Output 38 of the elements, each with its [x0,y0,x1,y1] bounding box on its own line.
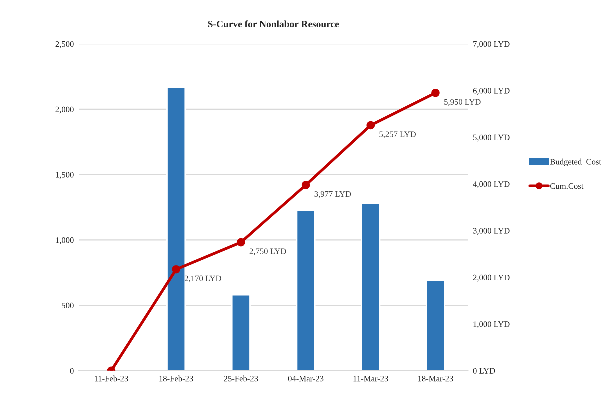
x-tick-label: 18-Feb-23 [160,376,194,382]
bar [166,86,186,371]
data-label: 2,170 LYD [185,276,222,283]
y-tick-label: 1,500 [56,172,74,180]
x-tick-label: 18-Mar-23 [418,376,454,382]
point [302,181,310,190]
x-tick-label: 04-Mar-23 [288,376,324,382]
y2-tick-label: 4,000 LYD [473,182,510,188]
y-tick-label: 2,000 [56,106,74,114]
y-tick-label: 2,500 [56,41,74,48]
point [432,88,440,98]
data-label: 5,950 LYD [444,99,481,106]
y2-tick-label: 1,000 LYD [474,322,510,328]
y2-tick-label: 0 LYD [473,368,496,374]
y2-tick-label: 6,000 LYD [473,88,510,95]
bar [231,294,251,371]
y-tick-label: 1,000 [56,238,74,244]
x-tick-label: 25-Feb-23 [224,376,258,382]
y2-tick-label: 7,000 LYD [474,41,510,48]
bar [296,210,316,371]
y2-tick-label: 5,000 LYD [474,134,510,142]
point [172,265,180,274]
x-tick-label: 11-Feb-23 [95,376,128,382]
y-tick-label: 0 [70,368,74,374]
chart-title: S-Curve for Nonlabor Resource [208,20,340,28]
x-tick-label: 11-Mar-23 [354,376,388,382]
data-label: 2,750 LYD [250,248,286,256]
data-label: 5,257 LYD [380,132,416,138]
y2-tick-label: 2,000 LYD [473,274,510,282]
y2-tick-label: 3,000 LYD [473,228,510,236]
y-tick-label: 500 [62,302,74,309]
bar [426,280,446,371]
point [237,238,246,247]
legend-label: Budgeted Cost [550,158,602,167]
point [366,121,376,130]
bar [361,202,381,371]
legend-label: Cum.Cost [550,183,584,190]
data-label: 3,977 LYD [314,191,352,198]
